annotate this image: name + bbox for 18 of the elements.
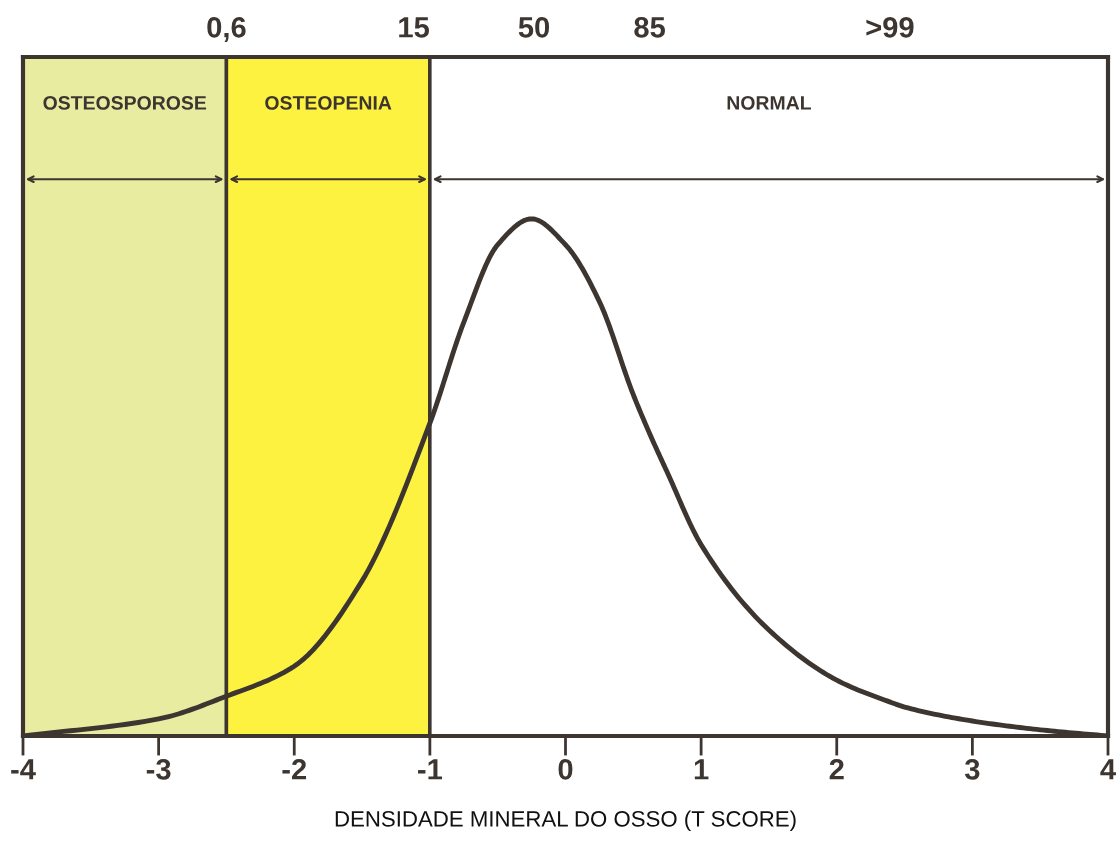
x-tick-label: 3	[964, 758, 980, 780]
x-tick-label: 2	[829, 758, 844, 780]
band-label: OSTEOPENIA	[265, 95, 392, 110]
text: 0,6	[207, 17, 246, 42]
band-label: NORMAL	[727, 95, 811, 110]
x-tick-label: 4	[1100, 759, 1116, 780]
text: 15	[399, 17, 430, 38]
text: >99	[866, 17, 914, 38]
x-tick-label: -1	[418, 759, 443, 780]
x-axis-title: DENSIDADE MINERAL DO OSSO (T SCORE)	[335, 810, 796, 832]
text: 85	[634, 17, 665, 38]
text: 50	[518, 17, 550, 38]
x-tick-label: 0	[558, 758, 573, 780]
x-tick-label: -2	[282, 758, 307, 780]
x-tick-label: -3	[146, 758, 171, 780]
x-tick-label: -4	[11, 759, 36, 780]
x-tick-label: 1	[694, 759, 709, 780]
band-label: OSTEOSPOROSE	[43, 95, 207, 110]
